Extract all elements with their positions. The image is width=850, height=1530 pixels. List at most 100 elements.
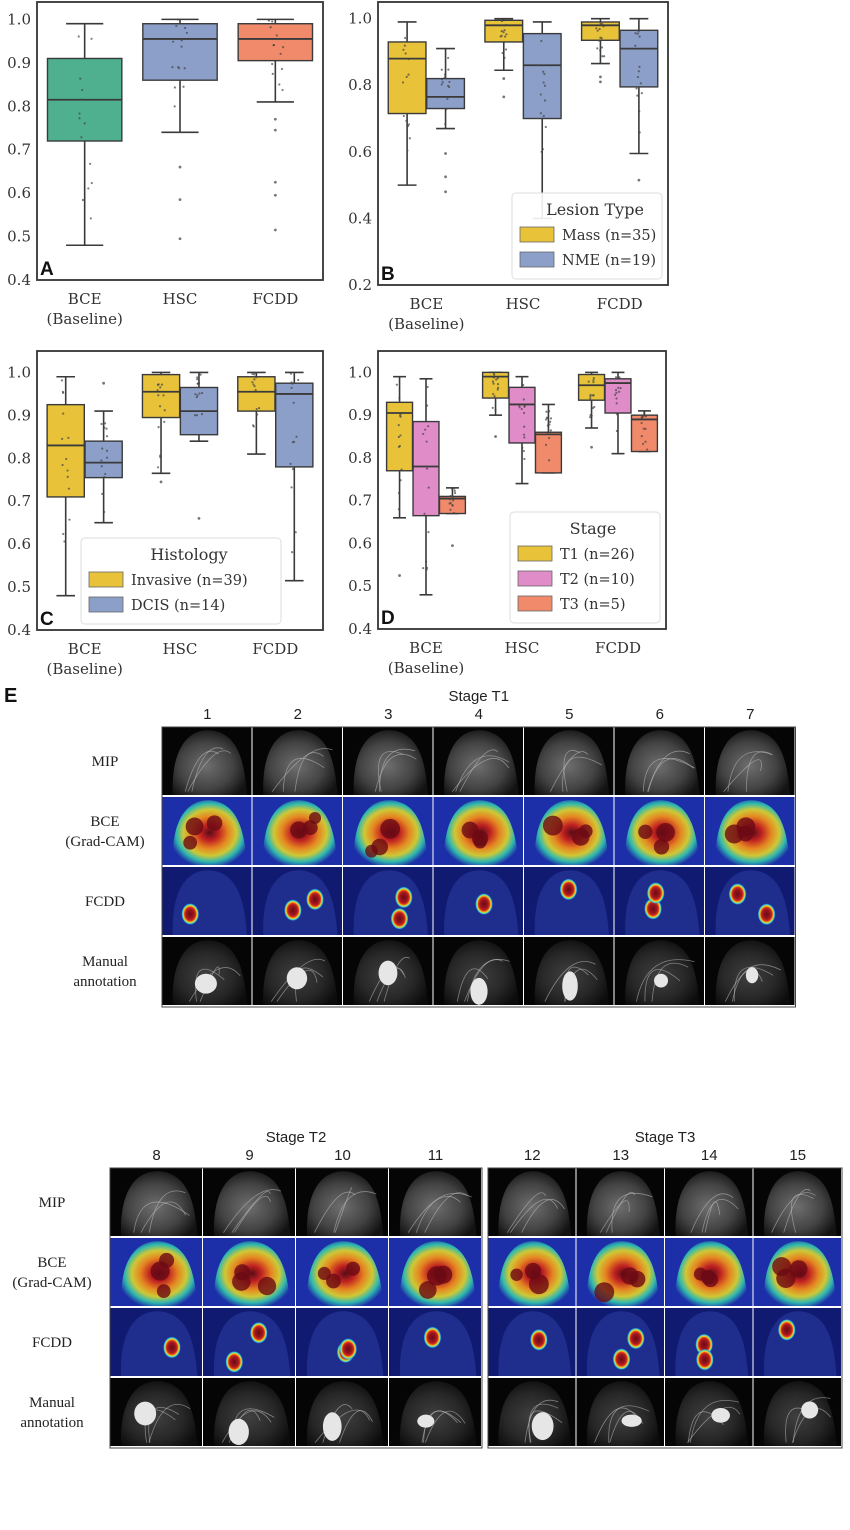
row-label: annotation xyxy=(73,974,137,990)
breast-silhouette xyxy=(353,730,429,795)
data-point xyxy=(593,405,596,409)
gradcam-hotspot xyxy=(653,839,670,855)
data-point xyxy=(540,39,543,43)
row-label: BCE xyxy=(90,814,119,830)
data-point xyxy=(425,440,428,443)
data-point xyxy=(499,35,502,38)
box-d xyxy=(604,371,632,455)
gradcam-hotspot xyxy=(183,835,198,850)
data-point xyxy=(445,108,448,111)
fcdd-hotspot xyxy=(646,882,665,905)
data-point xyxy=(544,443,548,446)
vessel-line xyxy=(314,1191,356,1233)
data-point xyxy=(640,92,643,95)
vessel-line xyxy=(464,959,503,1002)
vessel-line xyxy=(379,748,416,792)
gradcam-hotspot xyxy=(317,1266,331,1281)
panel-label: E xyxy=(4,685,17,707)
data-point xyxy=(402,48,405,51)
outlier-point xyxy=(273,228,277,232)
breast-silhouette xyxy=(763,1171,837,1236)
vessel-line xyxy=(745,751,773,792)
legend-entry-label: NME (n=19) xyxy=(562,253,656,269)
vessel-line xyxy=(421,1410,458,1443)
fcdd-hotspot xyxy=(626,1327,645,1350)
data-point xyxy=(81,198,85,202)
vessel-line xyxy=(528,1403,559,1443)
data-point xyxy=(452,511,456,515)
data-point xyxy=(425,467,429,470)
data-point xyxy=(408,137,411,140)
box-b xyxy=(387,21,427,186)
row-label: Manual xyxy=(29,1395,75,1411)
data-point xyxy=(62,532,65,536)
data-point xyxy=(440,68,443,71)
gradcam-hotspot xyxy=(638,824,653,839)
data-point xyxy=(404,36,407,40)
data-point xyxy=(275,34,278,37)
data-point xyxy=(254,371,257,375)
data-point xyxy=(644,440,647,443)
data-point xyxy=(595,27,598,30)
outlier-point xyxy=(273,180,277,184)
data-point xyxy=(449,508,452,511)
fcdd-hotspot xyxy=(757,903,776,926)
data-point xyxy=(195,395,198,399)
case-number: 1 xyxy=(203,706,211,723)
data-point xyxy=(549,420,552,423)
image-block-stage-t1: Stage T1 1 2 3 4 5 6 7 xyxy=(161,688,796,1008)
vessel-line xyxy=(510,1198,558,1233)
vessel-line xyxy=(424,1192,468,1233)
data-point xyxy=(196,394,199,397)
y-tick-label: 0.5 xyxy=(348,577,372,595)
case-number: 5 xyxy=(565,706,573,723)
data-point xyxy=(615,413,619,416)
data-point xyxy=(441,81,444,84)
data-point xyxy=(503,24,506,27)
fcdd-hotspot xyxy=(695,1348,714,1371)
legend-title: Histology xyxy=(150,545,227,564)
data-point xyxy=(422,567,425,570)
data-point xyxy=(68,518,71,521)
case-number: 7 xyxy=(746,706,754,723)
gradcam-hotspot xyxy=(620,1267,639,1285)
data-point xyxy=(157,394,160,397)
data-point xyxy=(547,436,551,440)
vessel-line xyxy=(455,755,510,792)
data-point xyxy=(643,411,646,415)
breast-silhouette xyxy=(534,870,610,935)
y-tick-label: 0.6 xyxy=(7,184,31,202)
fcdd-hotspot xyxy=(728,883,747,906)
data-point xyxy=(195,414,199,417)
data-point xyxy=(81,88,84,92)
y-tick-label: 0.6 xyxy=(348,534,372,552)
row-label: MIP xyxy=(92,754,119,770)
lesion-mask xyxy=(322,1412,342,1441)
x-category-label: HSC xyxy=(163,640,198,658)
data-point xyxy=(159,454,162,457)
box-a xyxy=(237,18,314,232)
y-tick-label: 0.2 xyxy=(348,276,372,294)
legend-swatch xyxy=(517,595,553,612)
data-point xyxy=(447,56,450,60)
vessel-line xyxy=(282,758,325,792)
block-frame xyxy=(161,726,796,1008)
stage-title: Stage T2 xyxy=(266,1129,327,1146)
fcdd-hotspot xyxy=(339,1338,358,1361)
vessel-line xyxy=(133,1201,190,1233)
data-point xyxy=(541,148,544,151)
case-number: 2 xyxy=(294,706,302,723)
data-point xyxy=(615,429,618,433)
data-point xyxy=(423,512,426,515)
data-point xyxy=(603,55,606,58)
x-category-label: BCE xyxy=(409,295,443,313)
data-point xyxy=(495,378,498,381)
vessel-line xyxy=(148,1404,191,1443)
data-point xyxy=(255,407,258,411)
data-point xyxy=(634,44,637,47)
vessel-line xyxy=(424,1410,466,1443)
data-point xyxy=(105,435,109,438)
lesion-mask xyxy=(745,967,759,984)
vessel-line xyxy=(544,960,596,1002)
x-category-label: BCE xyxy=(68,290,102,308)
